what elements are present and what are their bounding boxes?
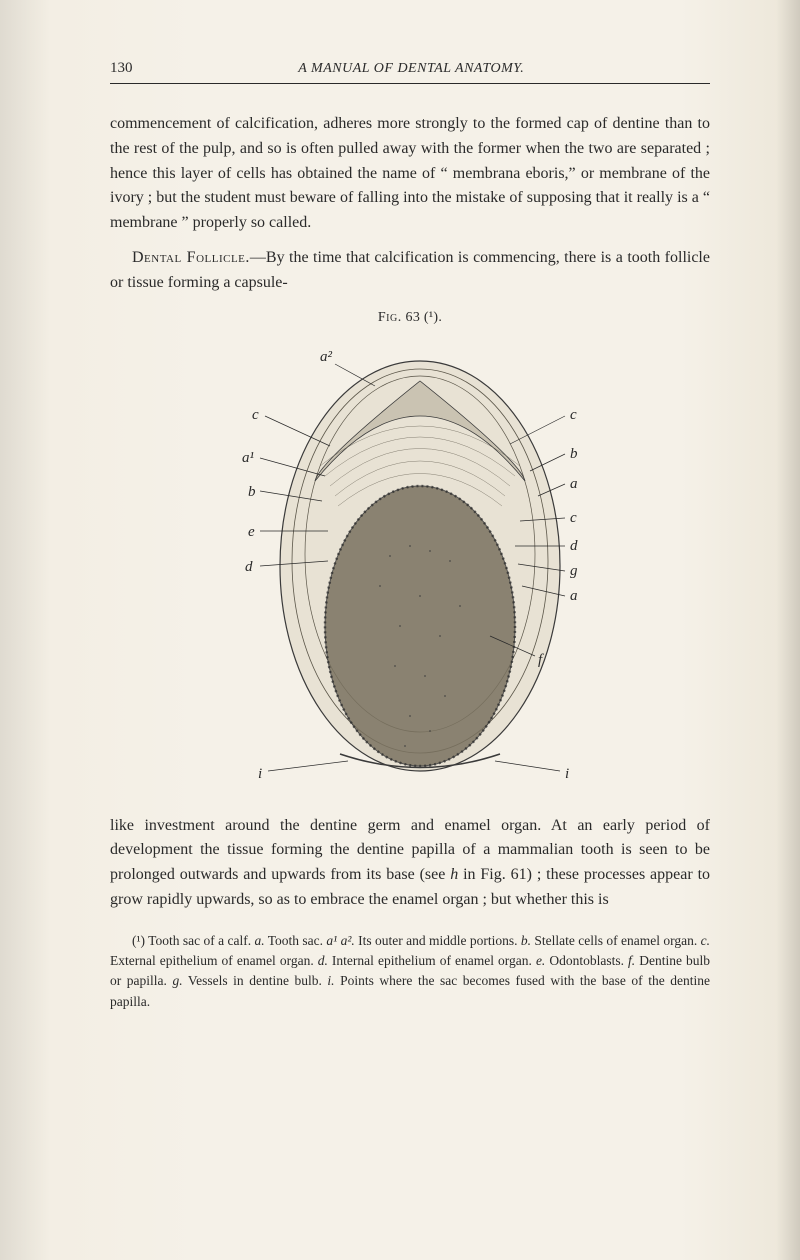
label-d-right: d: [570, 538, 578, 554]
fn-1: a.: [254, 933, 264, 948]
tooth-follicle-figure: a² c a¹ b e d c b a c d g a f i i: [220, 336, 600, 796]
label-a1: a¹: [242, 450, 255, 466]
fn-15: g.: [172, 973, 182, 988]
fn-0: Tooth sac of a calf.: [145, 933, 254, 948]
p2-lead: Dental Follicle.: [132, 249, 250, 266]
fn-6: Stellate cells of enamel organ.: [531, 933, 701, 948]
fn-9: d.: [318, 953, 328, 968]
running-title: A MANUAL OF DENTAL ANATOMY.: [298, 61, 524, 77]
fn-8: External epithelium of enamel organ.: [110, 953, 318, 968]
fn-17: i.: [327, 973, 334, 988]
fn-5: b.: [521, 933, 531, 948]
label-b-right: b: [570, 446, 578, 462]
page-number: 130: [110, 60, 133, 77]
label-i-right: i: [565, 766, 569, 782]
fn-12: Odontoblasts.: [545, 953, 628, 968]
label-a-right2: a: [570, 588, 578, 604]
label-a2: a²: [320, 349, 333, 365]
paragraph-2: Dental Follicle.—By the time that calcif…: [110, 246, 710, 296]
figure-caption: Fig. 63 (¹).: [110, 310, 710, 326]
fn-3: a¹ a².: [326, 933, 354, 948]
fn-10: Internal epithelium of enamel organ.: [328, 953, 536, 968]
label-g-right: g: [570, 563, 578, 579]
figure-container: a² c a¹ b e d c b a c d g a f i i: [110, 336, 710, 796]
fn-16: Vessels in dentine bulb.: [183, 973, 328, 988]
fig-caption-prefix: Fig.: [378, 310, 402, 325]
footnote-marker: (¹): [132, 933, 145, 948]
label-c-right2: c: [570, 510, 577, 526]
label-e-left: e: [248, 524, 255, 540]
label-d-left: d: [245, 559, 253, 575]
label-a-right: a: [570, 476, 578, 492]
paragraph-1: commencement of calcification, adheres m…: [110, 112, 710, 236]
label-c-right: c: [570, 407, 577, 423]
fn-2: Tooth sac.: [265, 933, 327, 948]
fn-7: c.: [701, 933, 710, 948]
fn-4: Its outer and middle portions.: [355, 933, 521, 948]
label-b-left: b: [248, 484, 256, 500]
fn-11: e.: [536, 953, 545, 968]
page-left-shadow: [0, 0, 50, 1260]
paragraph-3: like investment around the dentine germ …: [110, 814, 710, 913]
page-right-shadow: [776, 0, 800, 1260]
label-c-left: c: [252, 407, 259, 423]
label-i-left: i: [258, 766, 262, 782]
page-header: 130 A MANUAL OF DENTAL ANATOMY.: [110, 60, 710, 84]
fig-caption-number: 63 (¹).: [406, 310, 443, 325]
footnote: (¹) Tooth sac of a calf. a. Tooth sac. a…: [110, 931, 710, 1012]
page-content: 130 A MANUAL OF DENTAL ANATOMY. commence…: [0, 0, 800, 1260]
